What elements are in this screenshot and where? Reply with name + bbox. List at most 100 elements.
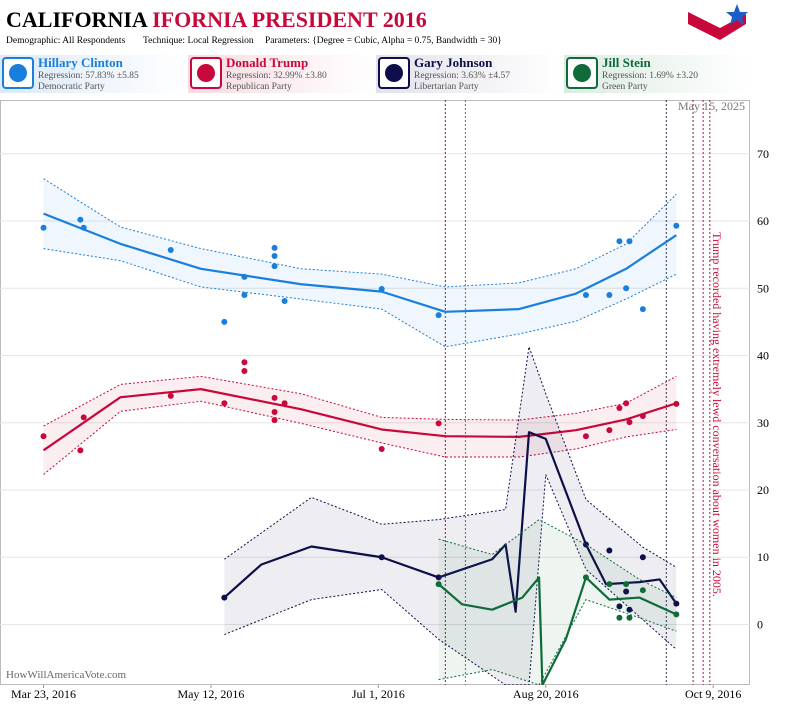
poll-point	[673, 400, 680, 407]
band-edge	[224, 474, 677, 685]
poll-point	[271, 417, 278, 424]
poll-point	[271, 394, 278, 401]
legend-name: Gary Johnson	[414, 55, 493, 70]
legend-regression: Regression: 1.69% ±3.20	[602, 71, 698, 81]
legend-icon-glyph	[573, 64, 591, 82]
poll-point	[626, 614, 633, 621]
y-tick-label: 0	[757, 617, 763, 631]
band-edge	[43, 400, 677, 475]
poll-point	[378, 285, 385, 292]
legend-icon-glyph	[9, 64, 27, 82]
poll-point	[673, 222, 680, 229]
poll-point	[626, 606, 633, 613]
band-edge	[43, 248, 677, 348]
poll-point	[271, 263, 278, 270]
meta: Demographic: All Respondents	[6, 36, 126, 46]
poll-point	[167, 392, 174, 399]
poll-point	[80, 414, 87, 421]
poll-point	[626, 238, 633, 245]
fit-line	[437, 576, 677, 685]
poll-point	[606, 292, 613, 298]
fit-line	[42, 388, 677, 452]
title-main: CALIFORNIA	[6, 7, 148, 32]
poll-point	[435, 581, 442, 588]
poll-point	[271, 244, 278, 251]
legend-party: Democratic Party	[38, 82, 105, 92]
band-edge	[43, 178, 677, 288]
poll-point	[281, 400, 288, 407]
poll-point	[435, 574, 442, 581]
poll-point	[241, 359, 248, 366]
x-tick-label: Aug 20, 2016	[513, 687, 579, 701]
poll-point	[616, 614, 623, 621]
plot-frame	[0, 100, 750, 685]
poll-point	[639, 413, 646, 420]
title: CALIFORNIA IFORNIA PRESIDENT 2016	[6, 7, 427, 32]
poll-point	[40, 224, 47, 231]
watermark: HowWillAmericaVote.com	[6, 669, 126, 681]
poll-point	[378, 554, 385, 561]
band-fill	[438, 519, 677, 685]
poll-point	[582, 292, 589, 298]
x-tick-label: Mar 23, 2016	[11, 687, 76, 701]
poll-point	[606, 581, 613, 588]
poll-point	[639, 587, 646, 594]
y-tick-label: 10	[757, 550, 769, 564]
legend-icon-glyph	[385, 64, 403, 82]
poll-point	[582, 574, 589, 581]
band-edge	[224, 346, 677, 568]
poll-point	[221, 318, 228, 325]
poll-point	[77, 447, 84, 454]
y-tick-label: 20	[757, 483, 769, 497]
poll-point	[281, 298, 288, 305]
band-fill	[43, 376, 677, 475]
legend-regression: Regression: 32.99% ±3.80	[226, 71, 327, 81]
x-tick-label: Oct 9, 2016	[685, 687, 741, 701]
y-tick-label: 40	[757, 349, 769, 363]
poll-point	[616, 238, 623, 245]
legend-party: Green Party	[602, 82, 648, 92]
y-tick-label: 50	[757, 281, 769, 295]
poll-point	[167, 246, 174, 253]
x-tick-label: May 12, 2016	[177, 687, 244, 701]
legend-name: Jill Stein	[602, 55, 652, 70]
legend-regression: Regression: 57.83% ±5.85	[38, 71, 139, 81]
legend-party: Republican Party	[226, 82, 292, 92]
poll-point	[623, 400, 630, 407]
y-tick-label: 70	[757, 147, 769, 161]
poll-point	[241, 367, 248, 374]
poll-point	[435, 420, 442, 427]
poll-point	[639, 306, 646, 313]
poll-point	[606, 427, 613, 434]
poll-point	[623, 581, 630, 588]
poll-point	[582, 433, 589, 440]
poll-point	[673, 600, 680, 607]
poll-point	[241, 292, 248, 298]
poll-point	[639, 554, 646, 561]
logo	[688, 4, 748, 40]
date-stamp: May 15, 2025	[678, 99, 745, 113]
poll-point	[271, 253, 278, 259]
x-tick-label: Jul 1, 2016	[352, 687, 405, 701]
poll-point	[616, 404, 623, 411]
poll-point	[77, 216, 84, 223]
poll-point	[221, 594, 228, 601]
poll-point	[80, 224, 87, 231]
band-edge	[438, 518, 677, 599]
band-edge	[43, 375, 677, 427]
title-rest: IFORNIA PRESIDENT 2016	[152, 7, 427, 32]
legend-name: Donald Trump	[226, 55, 308, 70]
event-label: Trump recorded having extremely lewd con…	[710, 232, 724, 597]
fit-line	[43, 212, 677, 313]
poll-point	[40, 433, 47, 440]
poll-point	[271, 409, 278, 415]
band-edge	[438, 598, 677, 685]
poll-point	[378, 445, 385, 452]
poll-point	[673, 611, 680, 618]
poll-point	[616, 603, 623, 610]
meta: Technique: Local Regression	[143, 36, 254, 46]
band-fill	[43, 178, 677, 347]
legend-icon-glyph	[197, 64, 215, 82]
legend-party: Libertarian Party	[414, 82, 479, 92]
